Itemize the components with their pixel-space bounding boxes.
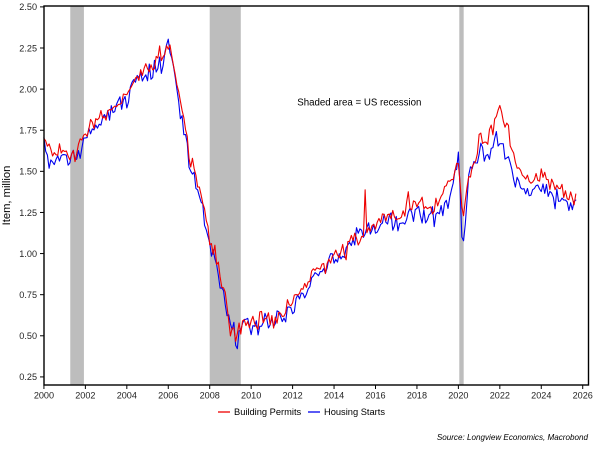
svg-text:2010: 2010 [241, 391, 261, 401]
svg-text:2004: 2004 [117, 391, 137, 401]
svg-text:2006: 2006 [158, 391, 178, 401]
svg-text:1.00: 1.00 [19, 249, 37, 259]
svg-text:2012: 2012 [282, 391, 302, 401]
svg-text:0.75: 0.75 [19, 290, 37, 300]
svg-text:2022: 2022 [490, 391, 510, 401]
svg-text:2024: 2024 [531, 391, 551, 401]
svg-text:Housing Starts: Housing Starts [324, 407, 385, 417]
svg-text:2.50: 2.50 [19, 2, 37, 12]
svg-text:Building Permits: Building Permits [234, 407, 302, 417]
svg-text:2018: 2018 [407, 391, 427, 401]
svg-text:2002: 2002 [75, 391, 95, 401]
svg-text:2026: 2026 [573, 391, 593, 401]
svg-text:2.00: 2.00 [19, 84, 37, 94]
svg-text:2008: 2008 [200, 391, 220, 401]
svg-text:1.25: 1.25 [19, 208, 37, 218]
svg-text:Item, million: Item, million [1, 166, 13, 226]
svg-text:2.25: 2.25 [19, 43, 37, 53]
svg-text:2016: 2016 [365, 391, 385, 401]
svg-text:Shaded area = US recession: Shaded area = US recession [297, 98, 421, 109]
svg-text:0.25: 0.25 [19, 372, 37, 382]
svg-text:2014: 2014 [324, 391, 344, 401]
svg-text:2020: 2020 [448, 391, 468, 401]
svg-text:1.75: 1.75 [19, 126, 37, 136]
svg-text:0.50: 0.50 [19, 331, 37, 341]
svg-text:2000: 2000 [34, 391, 54, 401]
svg-text:Source: Longview Economics, Ma: Source: Longview Economics, Macrobond [437, 433, 589, 442]
svg-text:1.50: 1.50 [19, 167, 37, 177]
